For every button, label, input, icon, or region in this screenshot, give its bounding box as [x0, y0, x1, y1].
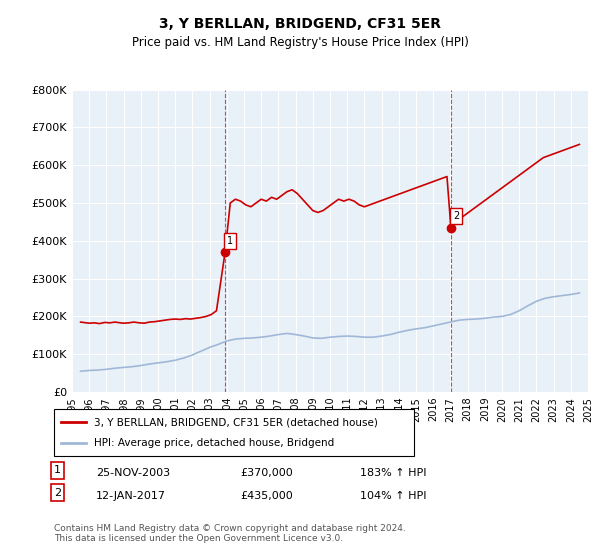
- Text: £370,000: £370,000: [240, 468, 293, 478]
- Text: 3, Y BERLLAN, BRIDGEND, CF31 5ER (detached house): 3, Y BERLLAN, BRIDGEND, CF31 5ER (detach…: [94, 417, 377, 427]
- FancyBboxPatch shape: [54, 409, 414, 456]
- Text: 3, Y BERLLAN, BRIDGEND, CF31 5ER: 3, Y BERLLAN, BRIDGEND, CF31 5ER: [159, 17, 441, 31]
- Text: 2: 2: [453, 211, 459, 221]
- Text: 1: 1: [227, 236, 233, 246]
- Text: 183% ↑ HPI: 183% ↑ HPI: [360, 468, 427, 478]
- Text: £435,000: £435,000: [240, 491, 293, 501]
- Text: Price paid vs. HM Land Registry's House Price Index (HPI): Price paid vs. HM Land Registry's House …: [131, 36, 469, 49]
- Text: 1: 1: [54, 465, 61, 475]
- Text: 104% ↑ HPI: 104% ↑ HPI: [360, 491, 427, 501]
- Text: 2: 2: [54, 488, 61, 498]
- Text: Contains HM Land Registry data © Crown copyright and database right 2024.
This d: Contains HM Land Registry data © Crown c…: [54, 524, 406, 543]
- Text: 25-NOV-2003: 25-NOV-2003: [96, 468, 170, 478]
- Text: 12-JAN-2017: 12-JAN-2017: [96, 491, 166, 501]
- Text: HPI: Average price, detached house, Bridgend: HPI: Average price, detached house, Brid…: [94, 438, 334, 448]
